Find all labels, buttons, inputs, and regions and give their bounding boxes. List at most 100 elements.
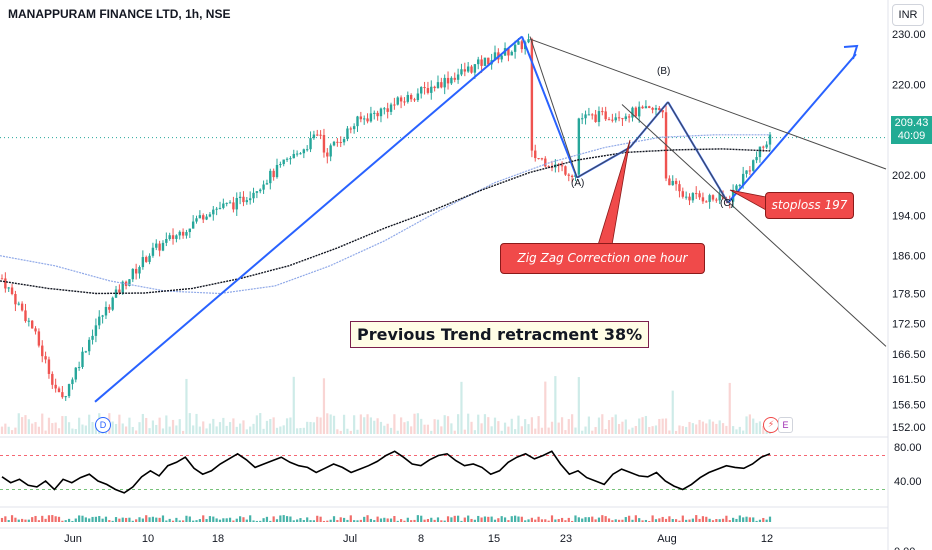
volume-bar (369, 417, 373, 434)
candle-body (684, 196, 688, 198)
volume-bar (91, 422, 94, 434)
candle-body (587, 114, 591, 116)
volume-bar (7, 426, 10, 434)
candle-body (305, 149, 309, 151)
dividend-marker[interactable]: D (95, 417, 111, 433)
histogram-bar (158, 517, 161, 522)
histogram-bar (161, 515, 165, 522)
volume-bar (581, 430, 584, 434)
histogram-bar (10, 515, 14, 522)
volume-bar (228, 422, 232, 434)
volume-bar (638, 418, 641, 434)
candle-body (373, 112, 376, 114)
volume-bar (614, 414, 617, 434)
histogram-bar (171, 520, 175, 522)
candle-body (477, 59, 480, 65)
volume-bar (685, 426, 688, 434)
candle-body (17, 303, 20, 305)
candle-body (369, 113, 373, 122)
candle-body (416, 93, 420, 101)
wave-label-b: (B) (657, 66, 671, 77)
candle-body (0, 278, 4, 280)
candle-body (584, 114, 587, 119)
volume-bar (322, 378, 326, 434)
bolt-icon[interactable]: ⚡ (763, 417, 779, 433)
histogram-bar (379, 518, 383, 522)
histogram-bar (168, 518, 171, 522)
histogram-bar (443, 520, 446, 522)
volume-bar (225, 425, 228, 434)
volume-bar (490, 426, 493, 434)
histogram-bar (114, 517, 118, 522)
histogram-bar (383, 517, 386, 522)
volume-bar (205, 428, 208, 434)
volume-bar (88, 414, 91, 434)
moving-average-slow-line (0, 148, 771, 295)
histogram-bar (711, 520, 715, 522)
histogram-bar (557, 519, 560, 522)
histogram-bar (61, 520, 64, 522)
volume-bar (708, 419, 711, 434)
volume-bar (497, 421, 500, 434)
candle-body (641, 106, 644, 109)
volume-bar (621, 421, 624, 434)
rsi-tick-label: 80.00 (894, 442, 922, 454)
earnings-marker[interactable]: E (778, 417, 793, 433)
histogram-bar (279, 515, 282, 522)
candle-body (299, 153, 302, 155)
candle-body (7, 287, 10, 289)
candle-body (30, 320, 34, 329)
candle-body (195, 218, 198, 222)
histogram-bar (178, 520, 181, 522)
volume-bar (718, 420, 721, 434)
candle-body (597, 111, 601, 122)
candle-body (359, 116, 363, 120)
histogram-bar (363, 516, 366, 522)
candle-body (705, 201, 708, 203)
time-tick-label: 23 (560, 533, 572, 545)
volume-bar (255, 415, 258, 434)
candle-body (101, 315, 104, 317)
trend-retracement-note[interactable]: Previous Trend retracment 38% (350, 321, 650, 348)
candle-body (483, 57, 487, 66)
histogram-bar (762, 517, 765, 522)
stoploss-note[interactable]: stoploss 197 (765, 192, 854, 219)
histogram-bar (91, 516, 94, 522)
candle-body (701, 197, 705, 202)
volume-bar (218, 422, 222, 434)
histogram-bar (74, 518, 77, 522)
histogram-bar (0, 517, 4, 522)
histogram-bar (571, 520, 574, 522)
histogram-bar (748, 517, 751, 522)
candle-body (41, 345, 44, 357)
volume-bar (252, 423, 255, 434)
candle-body (718, 193, 721, 201)
histogram-bar (634, 515, 637, 522)
histogram-bar (721, 518, 725, 522)
histogram-bar (252, 520, 255, 522)
candle-body (316, 134, 319, 136)
volume-bar (259, 413, 262, 434)
histogram-bar (517, 516, 520, 522)
histogram-bar (453, 515, 456, 522)
candle-body (225, 202, 228, 204)
histogram-bar (121, 517, 124, 522)
volume-bar (363, 417, 366, 434)
volume-bar (725, 425, 728, 434)
last-price-label: 209.43 40:09 (891, 116, 932, 144)
candle-body (591, 114, 594, 116)
histogram-bar (7, 520, 10, 522)
currency-button[interactable]: INR (892, 4, 924, 26)
histogram-bar (510, 516, 513, 522)
volume-bar (420, 418, 423, 434)
volume-bar (124, 426, 128, 434)
histogram-bar (232, 520, 235, 522)
zigzag-note[interactable]: Zig Zag Correction one hour chart (500, 243, 705, 294)
histogram-bar (674, 519, 678, 522)
volume-bars (0, 376, 772, 434)
histogram-bar (688, 519, 691, 522)
volume-bar (500, 430, 503, 434)
histogram-bar (84, 517, 87, 522)
volume-bar (493, 417, 497, 434)
